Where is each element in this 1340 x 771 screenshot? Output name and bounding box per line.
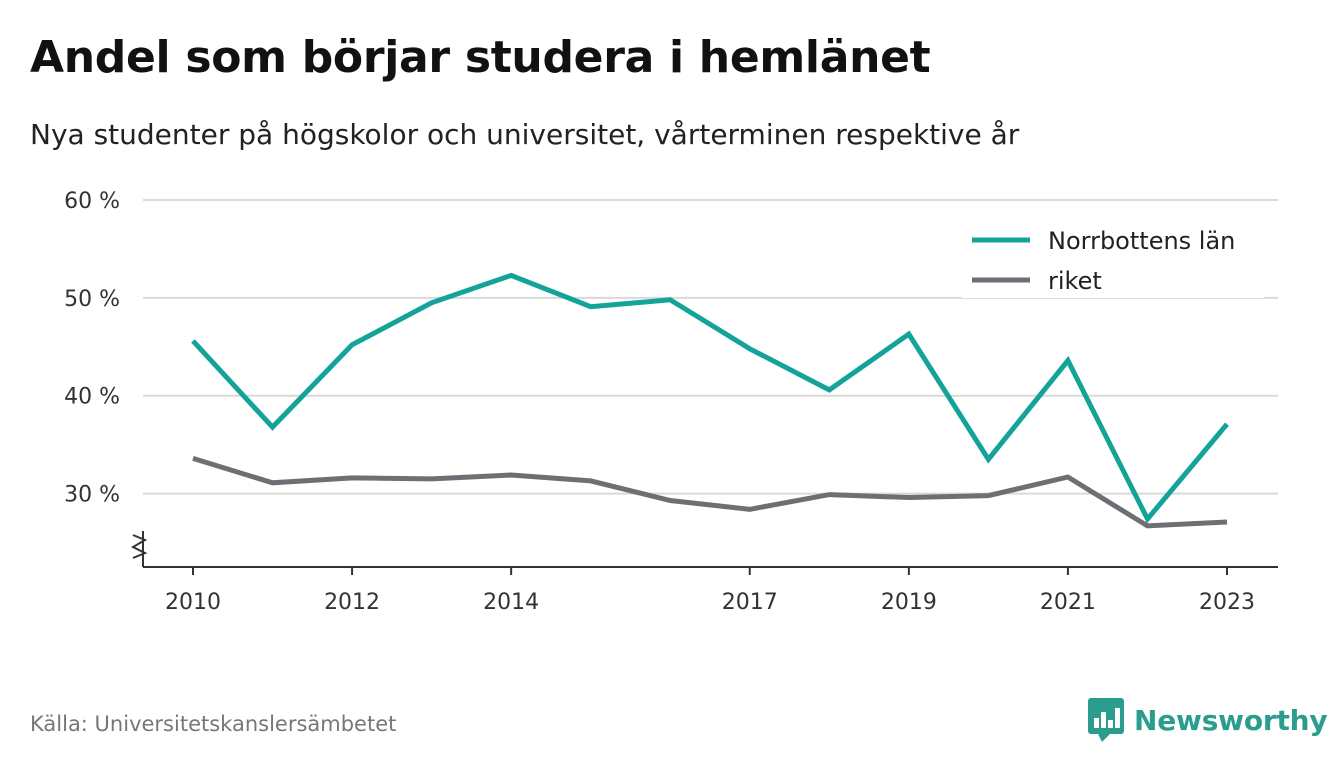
series-line-norrbotten: [191, 272, 1229, 524]
chart-title: Andel som börjar studera i hemlänet: [30, 32, 931, 83]
series-lines: [191, 272, 1229, 529]
x-tick-label: 2021: [1040, 590, 1096, 615]
x-tick-label: 2014: [483, 590, 539, 615]
series-line-riket: [192, 456, 1228, 529]
line-chart: 30 % 40 % 50 % 60 % 2010 2012 2014 2017 2019 2021…: [64, 189, 1278, 615]
legend-label: riket: [1048, 267, 1102, 295]
x-tick-label: 2017: [722, 590, 778, 615]
x-tick-label: 2012: [324, 590, 380, 615]
y-tick-label: 50 %: [64, 287, 120, 312]
bar-chart-speech-bubble-icon: [1088, 698, 1124, 742]
chart-subtitle: Nya studenter på högskolor och universit…: [30, 118, 1020, 151]
x-tick-label: 2019: [881, 590, 937, 615]
zigzag-axis-break-icon: [130, 534, 148, 559]
axes: 30 % 40 % 50 % 60 % 2010 2012 2014 2017 2019 2021…: [64, 189, 1278, 615]
y-tick-label: 60 %: [64, 189, 120, 214]
brand-name: Newsworthy: [1134, 703, 1328, 737]
newsworthy-logo: Newsworthy: [1088, 697, 1328, 743]
legend: Norrbottens län riket: [962, 222, 1264, 298]
y-tick-label: 30 %: [64, 483, 120, 508]
source-note: Källa: Universitetskanslersämbetet: [30, 712, 397, 736]
x-tick-label: 2023: [1199, 590, 1255, 615]
x-tick-label: 2010: [165, 590, 221, 615]
legend-label: Norrbottens län: [1048, 227, 1235, 255]
legend-background: [962, 222, 1264, 298]
y-tick-label: 40 %: [64, 385, 120, 410]
